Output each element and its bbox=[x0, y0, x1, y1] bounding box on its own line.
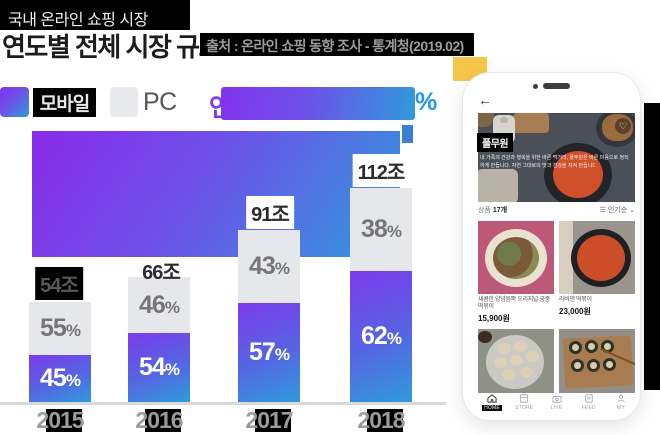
pc-percent-2015: 55 bbox=[40, 314, 67, 342]
sort-icon: ☰ bbox=[599, 207, 606, 214]
bar-2018-pc-segment: 38% bbox=[350, 188, 412, 271]
nav-item-home[interactable]: HOME bbox=[478, 394, 506, 416]
nav-item-my[interactable]: MY bbox=[607, 394, 635, 416]
phone-speaker bbox=[543, 83, 570, 89]
camera-icon bbox=[552, 396, 561, 403]
hero-canister-lid bbox=[500, 117, 508, 123]
hero-stone-shape bbox=[478, 169, 518, 202]
caret-down-icon: ⌄ bbox=[629, 207, 635, 214]
bar-2016: 46% 54% bbox=[128, 277, 190, 402]
growth-text-suffix: % bbox=[415, 88, 438, 116]
brand-description-line2: 하게 만듭니다. 자연 그대로의 맛과 건강을 지켜 만듭니다. bbox=[480, 163, 595, 169]
source-black-band bbox=[200, 33, 474, 56]
product-image-tteokbokki bbox=[559, 221, 635, 294]
bar-2016-mobile-segment: 54% bbox=[128, 333, 190, 402]
bar-2016-pc-segment: 46% bbox=[128, 277, 190, 333]
year-black-band bbox=[145, 409, 181, 432]
pc-percent-2018: 38 bbox=[361, 215, 388, 243]
year-black-band bbox=[367, 409, 403, 432]
product-card-2[interactable]: 라비앤 떡볶이 23,000원 bbox=[559, 221, 635, 317]
product-image-kimbap bbox=[559, 329, 635, 393]
page-title: 연도별 전체 시장 규모 bbox=[2, 32, 222, 62]
legend-swatch-pc bbox=[110, 87, 138, 117]
pc-percent-2017: 43 bbox=[249, 252, 276, 280]
product-price: 15,900원 bbox=[478, 314, 510, 323]
mobile-percent-2016: 54 bbox=[139, 353, 166, 381]
product-card-4[interactable] bbox=[559, 329, 635, 393]
product-count: 상품 17개 bbox=[478, 207, 508, 214]
store-icon bbox=[519, 394, 529, 403]
product-image-japchae bbox=[478, 221, 554, 294]
phone-mockup: ← 풀무원 내 가족의 건강과 행복을 위한 바른 먹거리, 풀무원은 바른 마… bbox=[462, 72, 641, 421]
bar-2017-mobile-segment: 57% bbox=[238, 303, 300, 402]
hero-fried-food bbox=[602, 114, 633, 141]
growth-gradient-banner bbox=[221, 87, 415, 120]
nav-item-feed[interactable]: FEED bbox=[575, 394, 603, 416]
year-black-band bbox=[46, 409, 82, 432]
total-label-2016: 66조 bbox=[142, 262, 181, 284]
hero-photo bbox=[478, 113, 635, 202]
product-price: 23,000원 bbox=[559, 307, 591, 316]
year-label-2016: 2016 bbox=[135, 406, 183, 433]
feed-icon bbox=[585, 394, 593, 403]
sort-control[interactable]: ☰ 인기순 ⌄ bbox=[599, 207, 635, 214]
brand-description-line1: 내 가족의 건강과 행복을 위한 바른 먹거리, 풀무원은 바른 마음으로 정직 bbox=[480, 155, 629, 161]
gradient-overlay-rect bbox=[32, 131, 400, 257]
source-caption: 출처 : 온라인 쇼핑 동향 조사 - 통계청(2019.02) bbox=[206, 38, 464, 54]
bar-2015: 55% 45% bbox=[29, 302, 91, 402]
person-icon bbox=[617, 394, 625, 403]
legend-label-mobile: 모바일 bbox=[33, 88, 96, 117]
header-black-box bbox=[0, 0, 190, 30]
bar-2017-pc-segment: 43% bbox=[238, 230, 300, 303]
phone-camera-dot bbox=[533, 84, 538, 89]
favorite-heart-icon[interactable]: ♡ bbox=[615, 118, 631, 134]
right-black-strip bbox=[644, 103, 660, 390]
product-toolbar: 상품 17개 ☰ 인기순 ⌄ bbox=[478, 204, 635, 216]
home-icon bbox=[487, 394, 497, 403]
year-black-band bbox=[255, 409, 291, 432]
total-label-2018: 112조 bbox=[352, 154, 410, 187]
hero-tray-shape bbox=[513, 113, 549, 133]
header-eyebrow: 국내 온라인 쇼핑 시장 bbox=[8, 12, 148, 29]
year-label-2015: 2015 bbox=[36, 406, 84, 433]
legend-swatch-mobile bbox=[0, 87, 29, 117]
mobile-percent-2017: 57 bbox=[249, 338, 276, 366]
hero-bowl-shape bbox=[478, 113, 494, 127]
pc-percent-2016: 46 bbox=[139, 290, 166, 319]
product-card-1[interactable]: 새콤한 양념듬뿍 오리지널 궁중 떡볶이 15,900원 bbox=[478, 221, 554, 324]
bar-2017: 43% 57% bbox=[238, 230, 300, 402]
x-axis-line bbox=[0, 402, 446, 405]
product-card-3[interactable] bbox=[478, 329, 554, 393]
blue-deco-chip bbox=[402, 125, 413, 143]
legend-label-pc: PC bbox=[143, 88, 177, 116]
product-title: 라비앤 떡볶이 bbox=[559, 297, 592, 303]
nav-item-store[interactable]: STORE bbox=[510, 394, 538, 416]
total-label-2015: 54조 bbox=[35, 267, 83, 300]
hero-tteokbokki bbox=[553, 151, 603, 198]
year-label-2018: 2018 bbox=[357, 406, 405, 433]
mobile-percent-2015: 45 bbox=[40, 364, 67, 392]
nav-item-live[interactable]: LIVE bbox=[543, 394, 571, 416]
year-label-2017: 2017 bbox=[245, 406, 293, 433]
back-arrow-icon[interactable]: ← bbox=[478, 92, 492, 108]
total-label-2017: 91조 bbox=[246, 196, 294, 229]
product-image-dumplings bbox=[478, 329, 554, 393]
bar-2015-pc-segment: 55% bbox=[29, 302, 91, 355]
brand-name-tag: 풀무원 bbox=[477, 133, 514, 152]
bottom-nav: HOME STORE LIVE FEED MY bbox=[478, 394, 635, 416]
bar-2015-mobile-segment: 45% bbox=[29, 355, 91, 402]
bar-2018: 38% 62% bbox=[350, 188, 412, 402]
mobile-percent-2018: 62 bbox=[361, 322, 388, 350]
product-title: 새콤한 양념듬뿍 오리지널 궁중 떡볶이 bbox=[478, 297, 550, 310]
bar-2018-mobile-segment: 62% bbox=[350, 271, 412, 402]
